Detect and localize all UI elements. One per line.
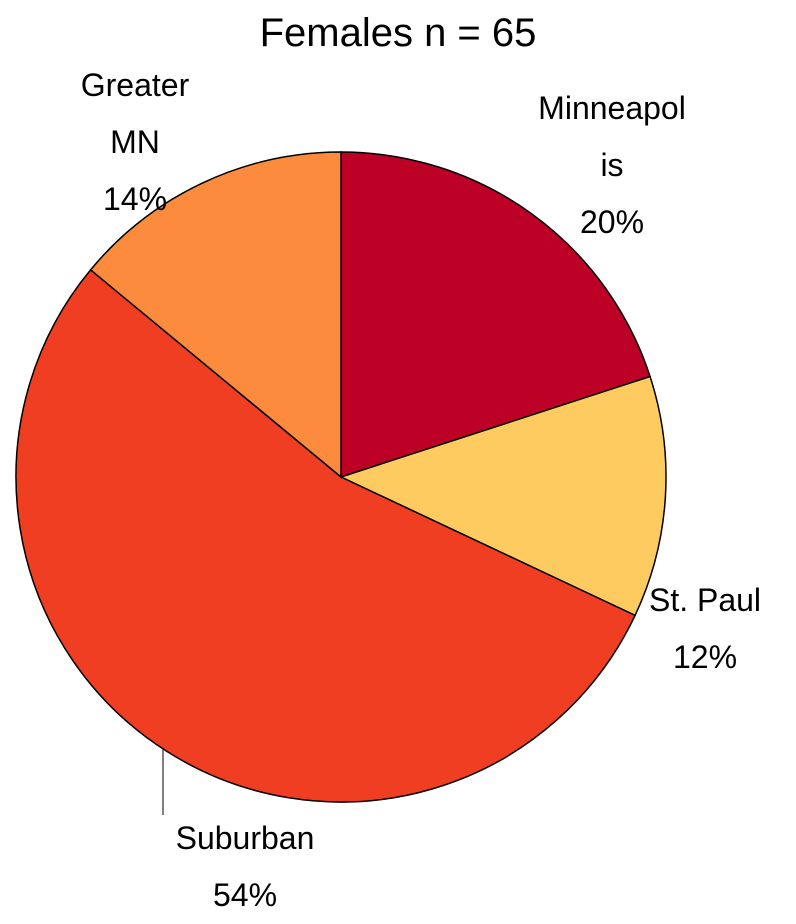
pie-slice [338,375,667,617]
value-label: 54% [212,877,278,913]
value-label: 12% [672,639,738,675]
value-label: 14% [102,181,168,217]
pie-slice [15,268,637,803]
chart-title: Females n = 65 [259,11,537,55]
category-label: St. Paul [648,582,762,618]
category-label: Minneapolis [538,90,686,183]
pie-slice [89,151,342,479]
value-label: 20% [579,204,645,240]
pie-slice [340,151,652,479]
category-label: Suburban [175,820,315,856]
category-label: Greater MN [80,67,190,160]
